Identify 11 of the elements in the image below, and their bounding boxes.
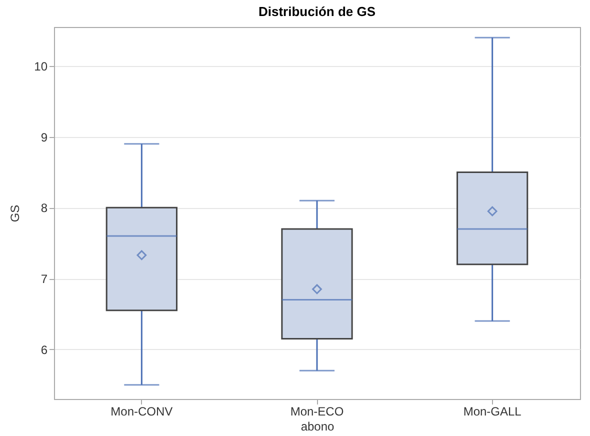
y-tick-label: 7: [40, 272, 48, 286]
x-tick-label: Mon-GALL: [463, 404, 522, 418]
x-axis-title: abono: [300, 420, 335, 434]
y-tick-label: 6: [40, 342, 48, 357]
x-tick-label: Mon-ECO: [290, 404, 344, 418]
y-tick-label: 8: [40, 201, 48, 216]
x-tick-label: Mon-CONV: [110, 404, 173, 418]
y-tick-label: 10: [34, 59, 48, 74]
chart-title: Distribución de GS: [258, 4, 376, 19]
y-axis-title: GS: [8, 204, 22, 222]
y-tick-label: 9: [40, 130, 48, 144]
